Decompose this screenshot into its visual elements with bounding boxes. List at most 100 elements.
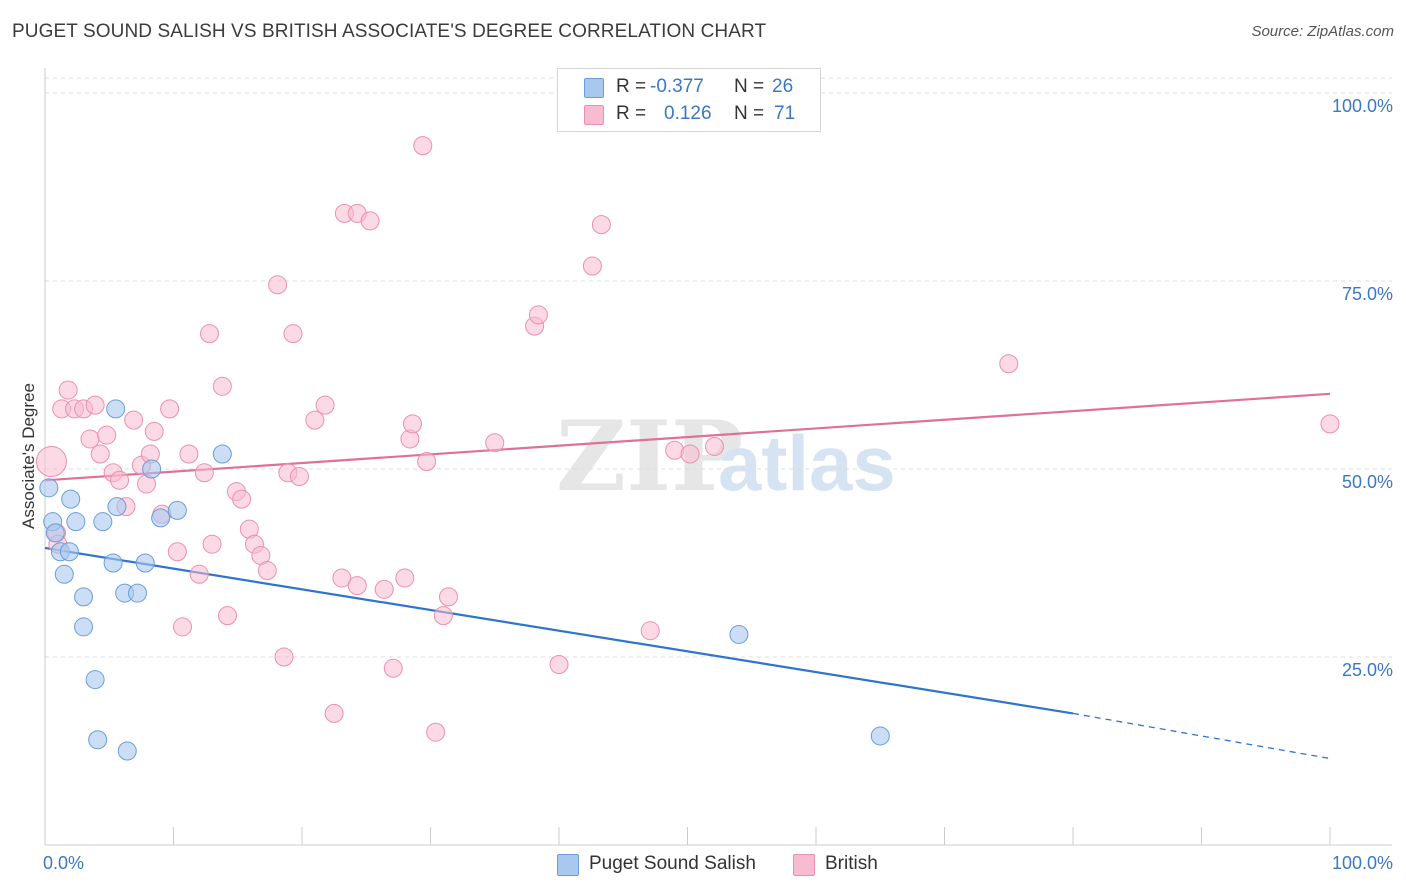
x-tick-label: 0.0%	[43, 853, 84, 873]
point-british	[413, 136, 433, 156]
point-british	[324, 703, 344, 723]
point-puget-sound-salish	[128, 583, 148, 603]
point-british	[332, 568, 352, 588]
point-puget-sound-salish	[135, 553, 155, 573]
y-axis-label: Associate's Degree	[19, 383, 38, 529]
legend-r-label: R =	[616, 103, 647, 124]
correlation-legend: R = -0.377 N = 26 R = 0.126 N = 71	[557, 68, 821, 132]
point-british	[528, 305, 548, 325]
point-puget-sound-salish	[151, 508, 171, 528]
point-puget-sound-salish	[54, 564, 74, 584]
point-british	[591, 215, 611, 235]
point-british	[315, 395, 335, 415]
point-puget-sound-salish	[74, 617, 94, 637]
point-british	[202, 534, 222, 554]
trend-line-puget-extrapolated	[1072, 712, 1331, 760]
tick-labels: 100.0% 75.0% 50.0% 25.0% 0.0% 100.0%	[43, 96, 1393, 873]
point-british	[232, 489, 252, 509]
legend-swatch-blue	[557, 854, 579, 876]
point-british	[374, 579, 394, 599]
legend-swatch-blue	[584, 78, 604, 98]
point-puget-sound-salish	[59, 542, 79, 562]
legend-r-label: R =	[616, 76, 647, 97]
point-british	[433, 606, 453, 626]
y-tick-label: 75.0%	[1342, 284, 1393, 304]
point-british	[999, 354, 1019, 374]
trend-line-british	[44, 392, 1331, 482]
legend-swatch-pink	[584, 105, 604, 125]
point-british	[395, 568, 415, 588]
legend-row-british: R = 0.126 N = 71	[558, 101, 820, 127]
series-legend: Puget Sound Salish British	[0, 852, 1406, 878]
point-british	[189, 564, 209, 584]
point-british	[417, 452, 437, 471]
point-puget-sound-salish	[61, 489, 81, 509]
point-puget-sound-salish	[45, 523, 65, 543]
point-british	[360, 211, 380, 231]
y-tick-label: 100.0%	[1332, 96, 1393, 116]
point-british	[257, 561, 277, 581]
data-points	[35, 136, 1340, 761]
point-british	[212, 376, 232, 396]
grid	[45, 77, 1392, 658]
point-british	[347, 576, 367, 596]
point-british	[289, 467, 309, 487]
point-british	[403, 414, 423, 434]
point-british	[172, 617, 192, 637]
y-tick-label: 25.0%	[1342, 660, 1393, 680]
point-british	[90, 444, 110, 464]
y-tick-label: 50.0%	[1342, 472, 1393, 492]
point-british	[305, 410, 325, 430]
chart-title: PUGET SOUND SALISH VS BRITISH ASSOCIATE'…	[12, 21, 767, 42]
point-british	[124, 410, 144, 430]
point-puget-sound-salish	[167, 500, 187, 520]
point-british	[160, 399, 180, 419]
point-british	[217, 606, 237, 626]
point-british	[438, 587, 458, 607]
legend-r-value: -0.377	[650, 76, 704, 97]
point-puget-sound-salish	[107, 497, 127, 517]
point-british	[640, 621, 660, 641]
point-british	[179, 444, 199, 464]
legend-row-puget: R = -0.377 N = 26	[558, 74, 820, 100]
point-british	[283, 324, 303, 344]
watermark-zip: ZIP	[556, 400, 743, 513]
legend-n-label: N =	[734, 103, 765, 124]
point-puget-sound-salish	[85, 670, 105, 690]
point-puget-sound-salish	[103, 553, 123, 573]
point-british	[194, 463, 214, 483]
legend-n-value: 71	[774, 103, 796, 124]
point-puget-sound-salish	[117, 741, 137, 761]
point-british	[85, 395, 105, 415]
point-british	[383, 658, 403, 678]
legend-r-value: 0.126	[664, 103, 712, 124]
point-puget-sound-salish	[74, 587, 94, 607]
legend-label: British	[825, 853, 878, 874]
point-british	[549, 655, 569, 675]
point-puget-sound-salish	[39, 478, 59, 498]
point-british	[110, 470, 130, 490]
point-british	[144, 421, 164, 441]
x-tick-label: 100.0%	[1332, 853, 1393, 873]
point-puget-sound-salish	[870, 726, 890, 746]
watermark: ZIP atlas	[556, 400, 896, 513]
trend-line-puget-sound-salish	[44, 546, 1074, 715]
legend-label: Puget Sound Salish	[589, 853, 756, 874]
point-british	[199, 324, 219, 344]
point-british	[704, 436, 724, 456]
point-puget-sound-salish	[88, 730, 108, 750]
point-british	[35, 446, 67, 477]
point-british	[485, 433, 505, 453]
legend-n-value: 26	[772, 76, 794, 97]
trend-lines	[44, 392, 1331, 760]
point-british	[97, 425, 117, 445]
point-british	[1320, 414, 1340, 434]
point-puget-sound-salish	[142, 459, 162, 479]
point-puget-sound-salish	[106, 399, 126, 419]
point-british	[582, 256, 602, 276]
point-puget-sound-salish	[729, 624, 749, 644]
point-puget-sound-salish	[212, 444, 232, 464]
point-british	[680, 444, 700, 464]
legend-n-label: N =	[734, 76, 765, 97]
